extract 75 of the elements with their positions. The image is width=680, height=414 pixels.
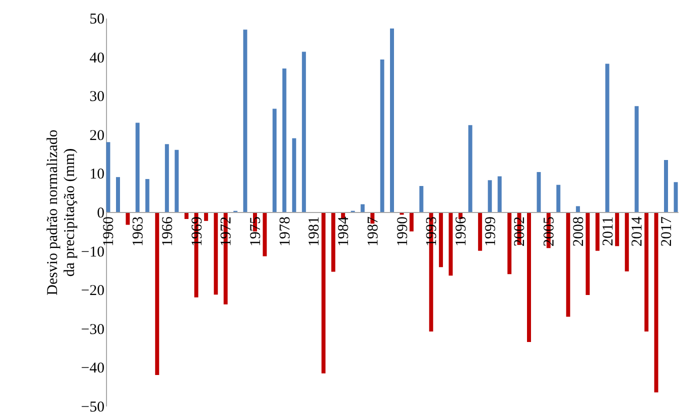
x-tick-label: 1990: [394, 216, 411, 246]
bar: [488, 180, 492, 212]
bar: [136, 122, 140, 212]
bar: [164, 144, 169, 212]
bar: [448, 212, 453, 276]
x-tick-label: 1987: [365, 216, 382, 246]
bar: [116, 177, 120, 212]
bar: [410, 212, 414, 232]
bar: [615, 212, 620, 246]
bar: [498, 176, 502, 212]
bar: [624, 212, 629, 272]
bar: [380, 60, 384, 212]
y-tick-label: 20: [90, 128, 104, 144]
bar: [664, 160, 668, 212]
bar: [596, 212, 600, 251]
bar: [438, 212, 443, 268]
bar: [419, 186, 424, 212]
bar: [507, 212, 512, 274]
y-tick-label: −40: [81, 360, 104, 377]
bar: [331, 212, 336, 272]
bar: [576, 206, 580, 212]
bar: [674, 182, 678, 212]
bar: [321, 212, 326, 374]
bar: [654, 212, 658, 392]
x-tick-label: 1969: [189, 216, 206, 246]
x-tick-label: 1963: [130, 216, 147, 246]
x-tick-label: 1993: [424, 216, 440, 246]
bar: [586, 212, 590, 296]
y-tick-label: 10: [90, 166, 104, 183]
x-tick-label: 1999: [482, 216, 499, 246]
bar: [566, 212, 570, 317]
x-tick-label: 2011: [600, 216, 616, 246]
y-tick-label: 50: [90, 12, 104, 28]
y-axis-title: Desvio padrão normalizado da precipitação (mm): [45, 130, 78, 296]
x-tick-label: 1972: [218, 216, 235, 246]
x-tick-label: 1975: [248, 216, 264, 246]
x-tick-label: 2002: [512, 216, 528, 246]
bar: [204, 212, 208, 221]
bar: [292, 138, 296, 212]
bar: [644, 212, 648, 332]
x-tick-label: 2017: [659, 216, 676, 246]
bar: [145, 179, 150, 212]
y-tick-label: −30: [81, 322, 104, 338]
x-tick-label: 2008: [570, 216, 587, 246]
bar: [634, 106, 639, 212]
bar: [174, 150, 179, 212]
bar: [536, 172, 541, 212]
bar: [243, 30, 248, 212]
bar: [302, 52, 306, 212]
x-tick-label: 1978: [277, 216, 294, 246]
bar: [214, 212, 218, 295]
x-tick-label: 1966: [160, 216, 176, 246]
x-tick-label: 2005: [542, 216, 558, 246]
bar: [262, 212, 267, 256]
y-tick-label: −50: [81, 400, 104, 414]
bar: [527, 212, 532, 342]
y-tick-label: −20: [81, 283, 104, 300]
bar: [282, 68, 286, 212]
bar: [360, 204, 365, 212]
bar: [390, 28, 394, 212]
bar: [106, 142, 110, 212]
y-tick-label: 40: [90, 50, 104, 66]
bar: [155, 212, 160, 375]
x-tick-label: 1984: [336, 216, 352, 246]
x-tick-label: 2014: [630, 216, 646, 246]
bar: [556, 184, 560, 212]
y-tick-label: −10: [81, 244, 104, 260]
bar: [478, 212, 482, 251]
x-tick-label: 1996: [454, 216, 470, 246]
bar: [468, 125, 472, 212]
x-tick-label: 1981: [306, 216, 323, 246]
y-tick-label: 30: [90, 89, 104, 106]
bar: [272, 108, 277, 212]
bar: [126, 212, 130, 225]
bar: [605, 64, 610, 212]
